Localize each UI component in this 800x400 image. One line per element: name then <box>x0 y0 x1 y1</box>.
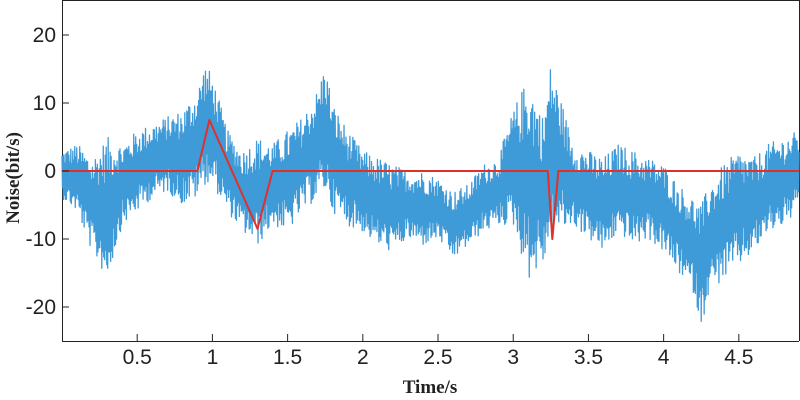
x-tick-label: 3 <box>507 346 519 369</box>
y-tick-label: 0 <box>44 160 56 183</box>
y-axis-title: Noise(bit/s) <box>3 132 24 224</box>
y-tick-label: 20 <box>33 24 56 47</box>
y-tick-label: -20 <box>26 296 56 319</box>
x-tick-label: 4.5 <box>724 346 753 369</box>
x-tick-label: 2 <box>357 346 369 369</box>
x-axis-ticks: 0.5 1 1.5 2 2.5 3 3.5 4 4.5 <box>123 334 753 369</box>
x-tick-label: 2.5 <box>423 346 452 369</box>
x-tick-label: 0.5 <box>123 346 152 369</box>
reference-series-line <box>62 119 799 240</box>
noise-series-line <box>61 69 800 323</box>
y-tick-label: 10 <box>33 92 56 115</box>
x-tick-label: 1 <box>207 346 219 369</box>
x-tick-label: 1.5 <box>273 346 302 369</box>
x-axis-title: Time/s <box>403 377 458 398</box>
y-axis-ticks: 20 10 0 -10 -20 <box>26 24 69 319</box>
x-tick-label: 4 <box>658 346 670 369</box>
x-tick-label: 3.5 <box>574 346 603 369</box>
y-tick-label: -10 <box>26 228 56 251</box>
plot-area <box>61 69 800 323</box>
